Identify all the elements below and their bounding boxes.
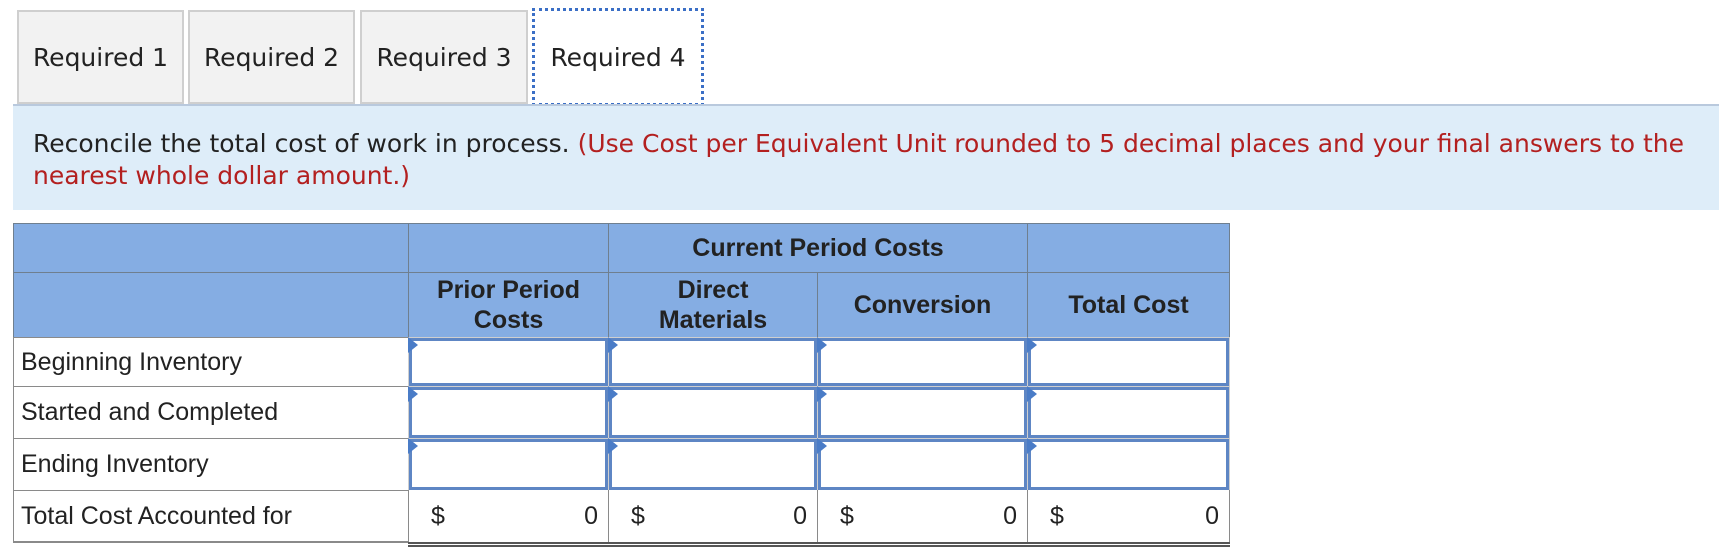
cell-wrap [608, 438, 818, 491]
input-marker-icon [817, 386, 827, 402]
input-marker-icon [817, 438, 827, 454]
header-blank-top [13, 223, 409, 273]
total-direct-materials: $ 0 [608, 490, 818, 542]
currency-symbol: $ [1050, 502, 1064, 530]
total-value: 0 [584, 502, 598, 530]
input-marker-icon [1027, 337, 1037, 353]
col-header-total-cost: Total Cost [1027, 272, 1230, 338]
input-started-total[interactable] [1028, 387, 1229, 438]
tab-required-3[interactable]: Required 3 [360, 10, 528, 104]
tab-required-2[interactable]: Required 2 [188, 10, 355, 104]
cell-wrap [817, 337, 1028, 387]
row-label-ending-inventory: Ending Inventory [13, 438, 409, 491]
input-started-conversion[interactable] [818, 387, 1027, 438]
header-blank-prior-top [408, 223, 609, 273]
instruction-panel: Reconcile the total cost of work in proc… [13, 106, 1719, 210]
cell-wrap [408, 438, 609, 491]
input-beginning-direct-materials[interactable] [609, 338, 817, 386]
total-total-cost: $ 0 [1027, 490, 1230, 542]
col-header-prior-period-costs: Prior Period Costs [408, 272, 609, 338]
cell-wrap [408, 337, 609, 387]
tab-required-1[interactable]: Required 1 [17, 10, 184, 104]
input-ending-direct-materials[interactable] [609, 439, 817, 490]
header-label-column [13, 272, 409, 338]
instruction-note: (Use Cost per Equivalent Unit rounded to… [33, 129, 1685, 190]
total-value: 0 [1205, 502, 1219, 530]
input-beginning-total[interactable] [1028, 338, 1229, 386]
tab-divider [13, 104, 1719, 106]
input-marker-icon [608, 438, 618, 454]
cell-wrap [1027, 337, 1230, 387]
input-marker-icon [408, 337, 418, 353]
input-marker-icon [1027, 386, 1037, 402]
input-beginning-conversion[interactable] [818, 338, 1027, 386]
input-marker-icon [1027, 438, 1037, 454]
cell-wrap [1027, 438, 1230, 491]
input-started-direct-materials[interactable] [609, 387, 817, 438]
input-beginning-prior[interactable] [409, 338, 608, 386]
total-row-bottom-border [13, 541, 409, 543]
input-marker-icon [608, 337, 618, 353]
total-prior-period: $ 0 [408, 490, 609, 542]
col-header-conversion: Conversion [817, 272, 1028, 338]
cell-wrap [1027, 386, 1230, 439]
row-label-total-cost-accounted-for: Total Cost Accounted for [13, 490, 409, 542]
input-marker-icon [408, 386, 418, 402]
total-conversion: $ 0 [817, 490, 1028, 542]
row-label-started-and-completed: Started and Completed [13, 386, 409, 439]
tab-required-4[interactable]: Required 4 [532, 8, 704, 106]
input-ending-conversion[interactable] [818, 439, 1027, 490]
current-period-costs-header: Current Period Costs [608, 223, 1028, 273]
row-label-beginning-inventory: Beginning Inventory [13, 337, 409, 387]
input-ending-prior[interactable] [409, 439, 608, 490]
input-marker-icon [608, 386, 618, 402]
total-value: 0 [793, 502, 807, 530]
input-started-prior[interactable] [409, 387, 608, 438]
currency-symbol: $ [840, 502, 854, 530]
total-value: 0 [1003, 502, 1017, 530]
cell-wrap [408, 386, 609, 439]
input-marker-icon [408, 438, 418, 454]
currency-symbol: $ [431, 502, 445, 530]
header-blank-total-top [1027, 223, 1230, 273]
instruction-text: Reconcile the total cost of work in proc… [33, 129, 570, 158]
cell-wrap [608, 337, 818, 387]
input-ending-total[interactable] [1028, 439, 1229, 490]
cell-wrap [608, 386, 818, 439]
cell-wrap [817, 438, 1028, 491]
cell-wrap [817, 386, 1028, 439]
currency-symbol: $ [631, 502, 645, 530]
input-marker-icon [817, 337, 827, 353]
col-header-direct-materials: Direct Materials [608, 272, 818, 338]
double-underline [408, 542, 1230, 547]
